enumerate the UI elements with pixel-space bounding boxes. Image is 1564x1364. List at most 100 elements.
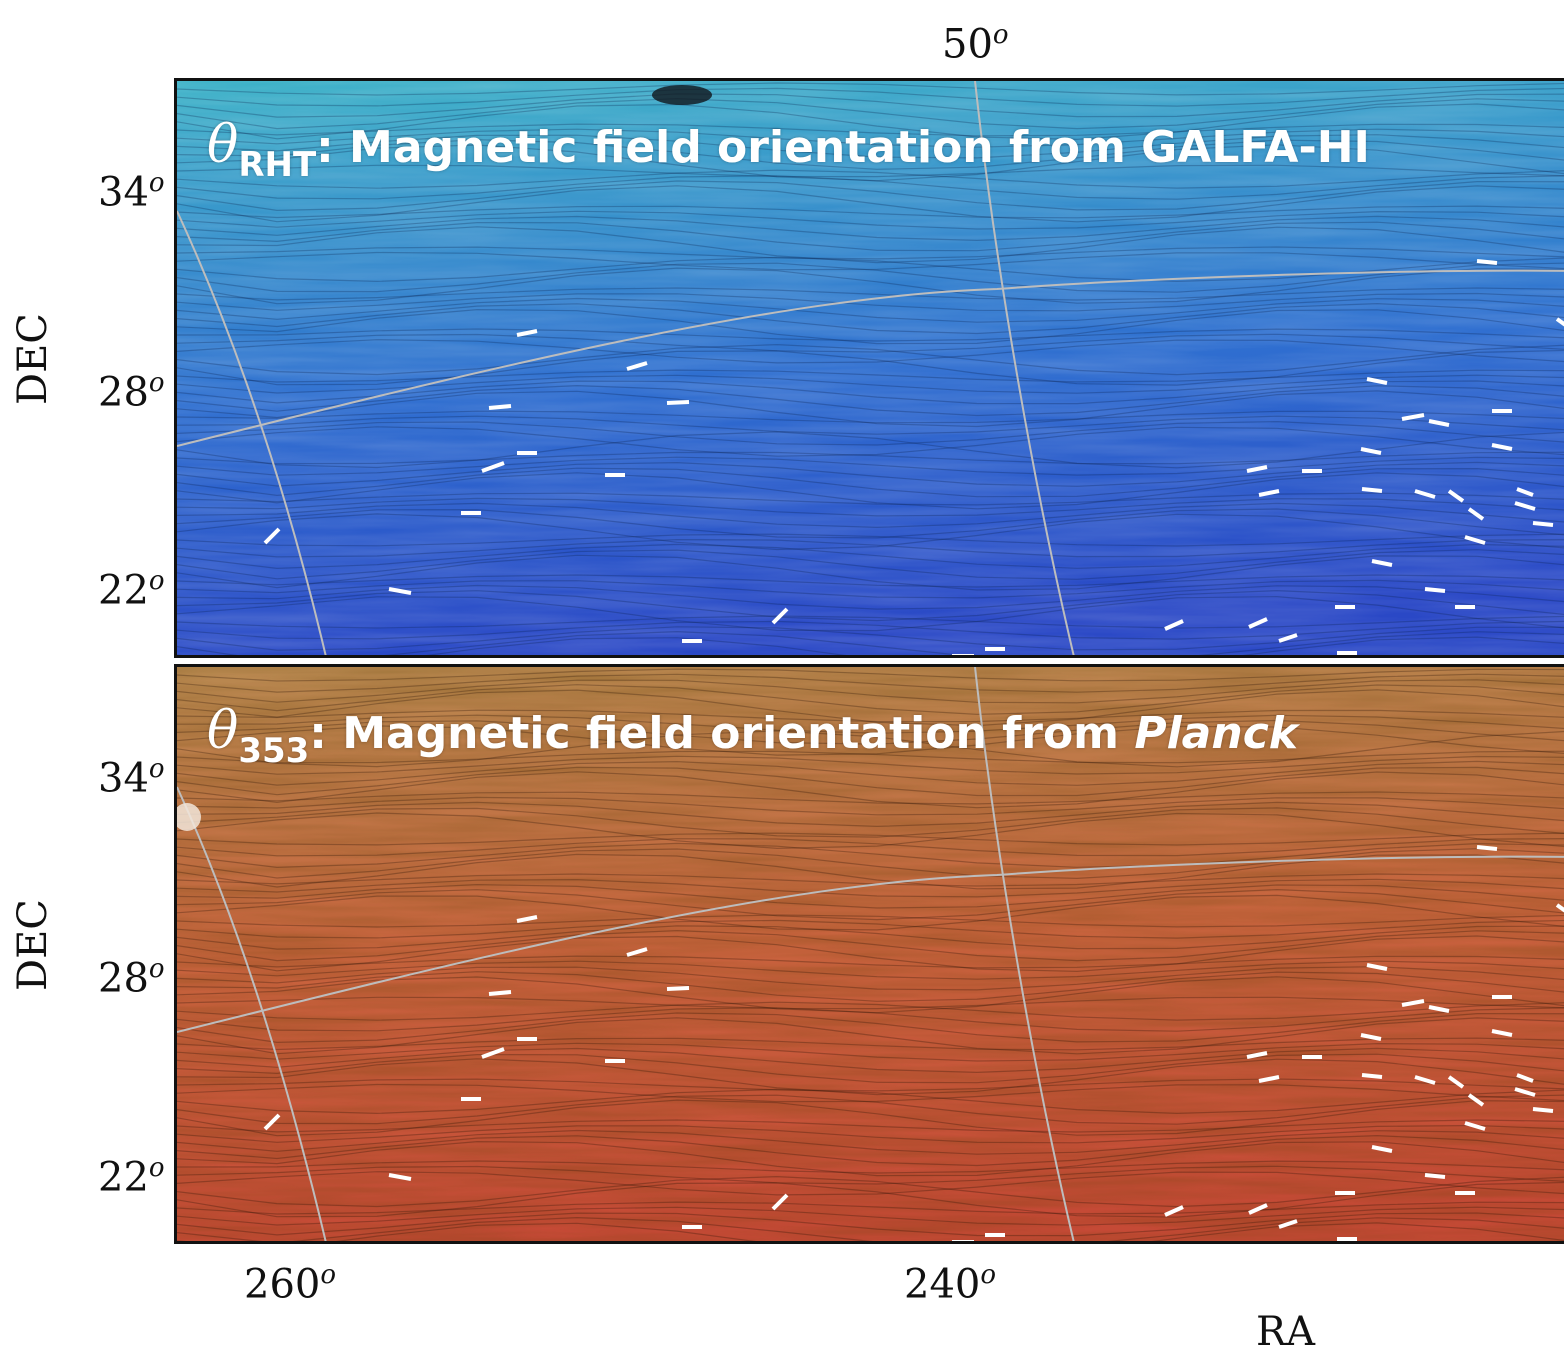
planck-streamline-texture — [177, 667, 1564, 1241]
streamline — [177, 431, 1564, 469]
galfa-dec-gridline-upper — [177, 269, 1564, 447]
streamline — [177, 719, 1564, 745]
dec-axis-label-top: DEC — [10, 313, 56, 405]
polarization-vector — [1447, 489, 1465, 503]
streamline — [177, 1212, 1564, 1237]
streamline — [177, 328, 1564, 342]
streamline — [177, 1047, 1564, 1074]
dec-tick-34-top: 34o — [98, 168, 165, 216]
polarization-vector — [1532, 1107, 1554, 1113]
polarization-vector — [481, 1047, 505, 1059]
polarization-vector — [1248, 617, 1268, 629]
streamline — [177, 620, 1564, 640]
streamline — [177, 791, 1564, 805]
streamline — [177, 339, 1564, 364]
streamline — [177, 574, 1564, 588]
polarization-vector — [1428, 1005, 1450, 1013]
streamline — [177, 760, 1564, 786]
streamline — [177, 919, 1564, 939]
streamline — [177, 996, 1564, 1010]
streamline — [177, 164, 1564, 178]
streamline — [177, 169, 1564, 189]
polarization-vector — [1424, 1173, 1446, 1179]
polarization-vector — [1278, 1219, 1298, 1229]
polarization-vector — [1258, 489, 1280, 497]
polarization-vector — [1467, 1093, 1485, 1107]
streamline — [177, 1099, 1564, 1137]
streamline — [177, 894, 1564, 931]
streamline — [177, 538, 1564, 558]
streamline — [177, 1171, 1564, 1196]
galfa-title-text: : Magnetic field orientation from GALFA-… — [316, 122, 1370, 173]
streamline — [177, 97, 1564, 130]
streamline — [177, 689, 1564, 727]
polarization-vector — [1516, 1073, 1534, 1083]
streamline — [177, 185, 1564, 223]
planck-ra-gridline-mid — [974, 667, 1075, 1241]
top-ra-tick: 50o — [942, 20, 1009, 68]
polarization-vector — [1401, 999, 1425, 1007]
streamline — [177, 461, 1564, 487]
polarization-vector — [1248, 1203, 1268, 1215]
streamline — [177, 374, 1564, 394]
polarization-vector — [1476, 845, 1498, 851]
streamline — [177, 714, 1564, 734]
polarization-vector — [1366, 963, 1388, 971]
streamline — [177, 636, 1564, 655]
polarization-vector — [481, 461, 505, 473]
dec-tick-22-top: 22o — [98, 566, 165, 614]
planck-panel-title: θ353: Magnetic field orientation from Pl… — [207, 705, 1298, 768]
streamline — [177, 888, 1564, 921]
polarization-vector — [1360, 1033, 1382, 1041]
polarization-vector — [1428, 419, 1450, 427]
polarization-vector — [1555, 317, 1564, 327]
galfa-ra-gridline-mid — [974, 81, 1075, 655]
streamline — [177, 679, 1564, 704]
polarization-vector — [1414, 489, 1436, 499]
streamline — [177, 508, 1564, 539]
planck-polarization-vectors — [263, 845, 1564, 1241]
streamline — [177, 543, 1564, 570]
streamline — [177, 384, 1564, 417]
streamline — [177, 1216, 1564, 1241]
streamline — [177, 1037, 1564, 1051]
streamline — [177, 1094, 1564, 1125]
streamline — [177, 123, 1564, 137]
polarization-vector — [1360, 447, 1382, 455]
planck-title-subscript: 353 — [238, 731, 310, 771]
streamline — [177, 415, 1564, 435]
streamline — [177, 1119, 1564, 1133]
streamline — [177, 771, 1564, 809]
streamline — [177, 93, 1564, 118]
streamline — [177, 513, 1564, 551]
streamline — [177, 308, 1564, 345]
dec-tick-34-bottom: 34o — [98, 754, 165, 802]
streamline — [177, 82, 1564, 96]
streamline — [177, 966, 1564, 991]
polarization-vector — [771, 1193, 789, 1211]
streamline — [177, 725, 1564, 756]
streamline — [177, 1134, 1564, 1167]
galfa-ra-gridline-left — [177, 210, 327, 655]
polarization-vector — [1414, 1075, 1436, 1085]
streamline — [177, 673, 1564, 693]
streamline — [177, 848, 1564, 880]
polarization-vector — [1464, 1121, 1486, 1131]
streamline — [177, 1007, 1564, 1032]
polarization-vector — [516, 915, 538, 923]
streamline — [177, 684, 1564, 716]
streamline — [177, 287, 1564, 301]
planck-streamlines — [177, 668, 1564, 1241]
polarization-vector — [1246, 465, 1268, 473]
streamline — [177, 1222, 1564, 1241]
streamline — [177, 1012, 1564, 1044]
polarization-vector — [1514, 1087, 1536, 1097]
panel-galfa-hi: θRHT: Magnetic field orientation from GA… — [174, 78, 1564, 658]
streamline — [177, 210, 1564, 230]
streamline — [177, 467, 1564, 498]
streamline — [177, 297, 1564, 323]
polarization-vector — [263, 527, 281, 545]
streamline — [177, 246, 1564, 260]
streamline — [177, 807, 1564, 838]
streamline — [177, 180, 1564, 212]
